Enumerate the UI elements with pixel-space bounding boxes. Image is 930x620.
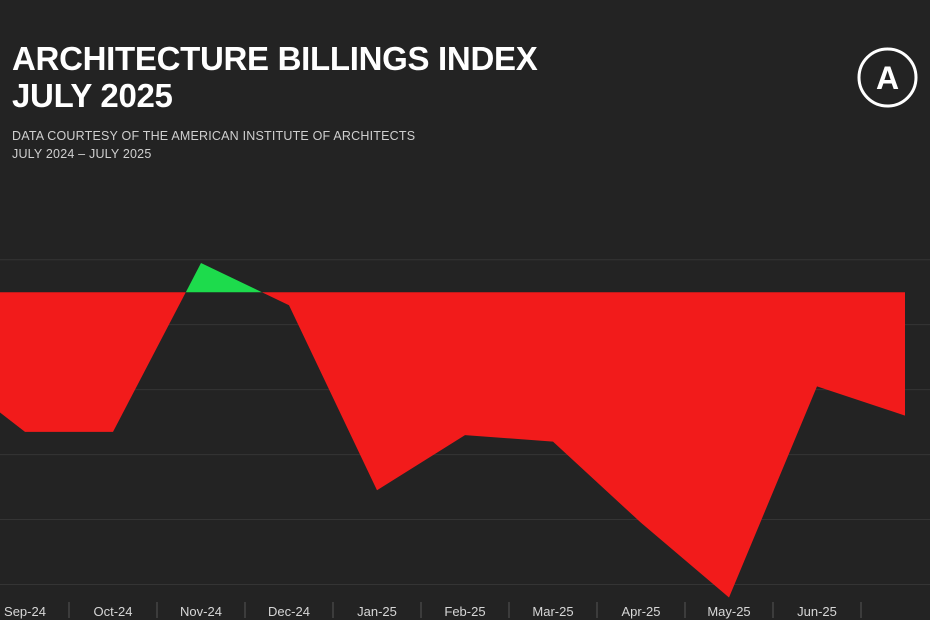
below-baseline-area bbox=[261, 292, 905, 598]
x-tick-label: Dec-24 bbox=[268, 604, 310, 619]
x-tick-label: Oct-24 bbox=[93, 604, 132, 619]
x-tick-label: Feb-25 bbox=[444, 604, 485, 619]
x-axis-tick-labels: Aug-24Sep-24Oct-24Nov-24Dec-24Jan-25Feb-… bbox=[4, 604, 837, 619]
archinect-a-icon[interactable]: A bbox=[857, 47, 918, 108]
x-tick-label: Sep-24 bbox=[4, 604, 46, 619]
logo-letter: A bbox=[876, 60, 899, 96]
above-baseline-area bbox=[185, 263, 262, 293]
x-tick-label: Mar-25 bbox=[532, 604, 573, 619]
subtitle-line-2: JULY 2024 – JULY 2025 bbox=[12, 147, 152, 161]
x-tick-label: Jun-25 bbox=[797, 604, 837, 619]
chart-title: ARCHITECTURE BILLINGS INDEX JULY 2025 bbox=[12, 40, 538, 114]
x-tick-label: Nov-24 bbox=[180, 604, 222, 619]
x-tick-label: Jan-25 bbox=[357, 604, 397, 619]
area-fills bbox=[0, 263, 905, 598]
x-axis-ticks bbox=[68, 602, 862, 618]
chart-subtitle: DATA COURTESY OF THE AMERICAN INSTITUTE … bbox=[12, 127, 415, 163]
x-tick-label: Apr-25 bbox=[621, 604, 660, 619]
title-line-1: ARCHITECTURE BILLINGS INDEX bbox=[12, 40, 538, 77]
title-line-2: JULY 2025 bbox=[12, 77, 173, 114]
subtitle-line-1: DATA COURTESY OF THE AMERICAN INSTITUTE … bbox=[12, 129, 416, 143]
x-tick-label: May-25 bbox=[707, 604, 750, 619]
below-baseline-area bbox=[0, 292, 186, 432]
